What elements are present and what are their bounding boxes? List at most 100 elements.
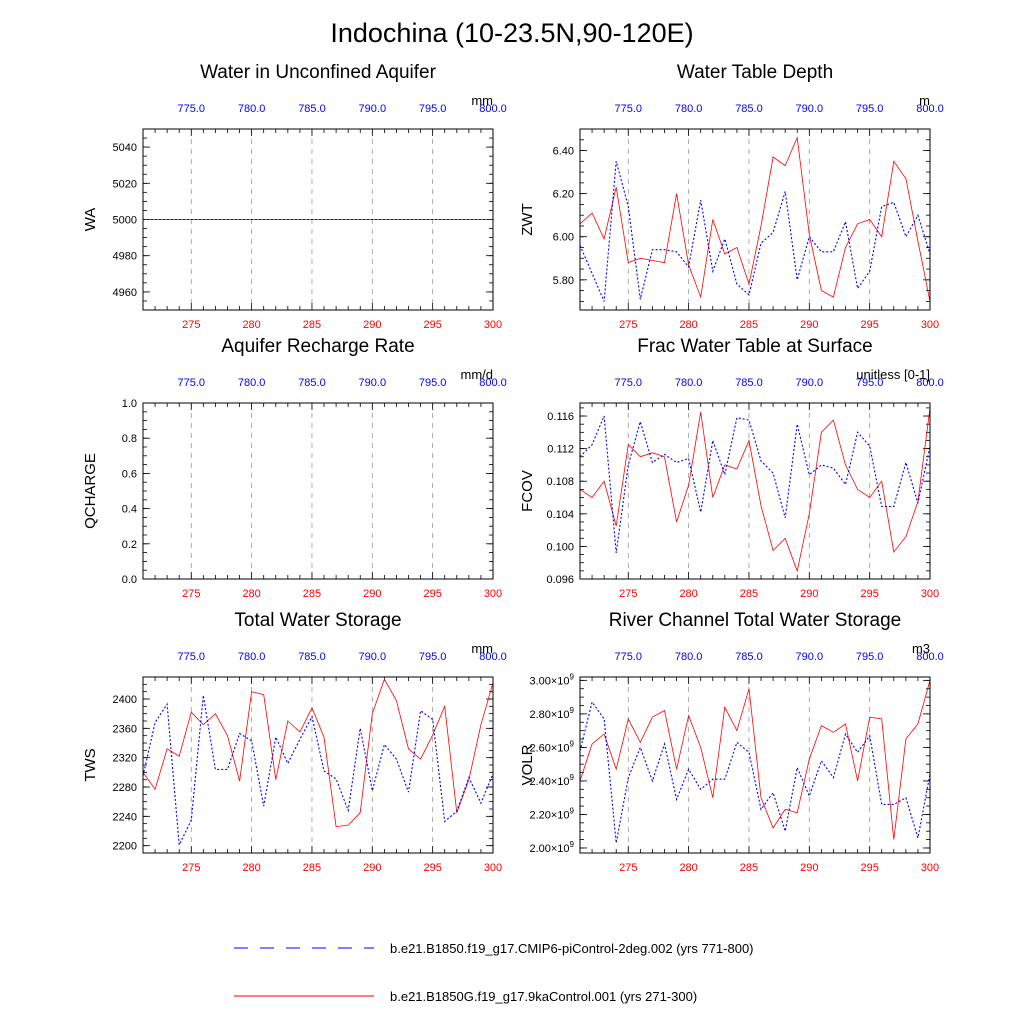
x-tick-label-top: 775.0	[615, 103, 643, 115]
x-tick-label-bottom: 290	[363, 588, 381, 600]
x-tick-label-top: 795.0	[856, 377, 884, 389]
y-tick-label: 0.116	[547, 411, 574, 423]
x-tick-label-top: 800.0	[479, 103, 507, 115]
x-tick-label-top: 780.0	[675, 103, 703, 115]
x-tick-label-top: 780.0	[675, 377, 703, 389]
panel-title: Water in Unconfined Aquifer	[200, 62, 437, 83]
panel-title: Water Table Depth	[677, 62, 833, 83]
x-tick-label-top: 795.0	[856, 651, 884, 663]
x-tick-label-top: 775.0	[615, 651, 643, 663]
x-tick-label-top: 795.0	[419, 103, 447, 115]
units-label: mm	[471, 93, 493, 108]
x-tick-label-bottom: 280	[679, 588, 697, 600]
y-tick-label: 6.00	[553, 232, 574, 244]
x-tick-label-top: 775.0	[178, 651, 206, 663]
x-tick-label-bottom: 295	[423, 588, 441, 600]
x-tick-label-top: 775.0	[178, 377, 206, 389]
y-tick-label: 1.0	[122, 398, 137, 410]
y-tick-label: 2.20×109	[529, 806, 574, 821]
x-tick-label-bottom: 290	[363, 319, 381, 331]
x-tick-label-bottom: 285	[740, 319, 758, 331]
x-tick-label-bottom: 290	[363, 862, 381, 874]
panel-2: Aquifer Recharge Rate mm/d QCHARGE 275 280 28…	[82, 336, 507, 600]
x-tick-label-bottom: 275	[619, 862, 637, 874]
units-label: mm	[471, 641, 493, 656]
x-tick-label-top: 800.0	[916, 377, 944, 389]
units-label: m3	[912, 641, 930, 656]
x-tick-label-bottom: 300	[484, 862, 502, 874]
y-tick-label: 3.00×109	[529, 672, 574, 687]
x-tick-label-top: 785.0	[735, 651, 763, 663]
y-tick-label: 0.096	[546, 574, 574, 586]
plot-frame	[142, 676, 494, 854]
x-tick-label-bottom: 285	[740, 588, 758, 600]
x-tick-label-bottom: 285	[740, 862, 758, 874]
x-tick-label-bottom: 300	[921, 319, 939, 331]
plot-frame	[579, 676, 931, 854]
legend-label-red: b.e21.B1850G.f19_g17.9kaControl.001 (yrs…	[390, 989, 697, 1004]
y-tick-label: 6.40	[553, 146, 574, 158]
y-tick-label: 4980	[113, 251, 137, 263]
plot-frame	[142, 128, 494, 311]
y-tick-label: 2240	[113, 811, 137, 823]
y-tick-label: 5.80	[553, 275, 574, 287]
y-axis-label: TWS	[82, 748, 99, 781]
x-tick-label-bottom: 295	[860, 319, 878, 331]
series-line-blue	[142, 695, 494, 847]
x-tick-label-bottom: 275	[182, 588, 200, 600]
y-tick-label: 0.108	[546, 476, 574, 488]
figure-title: Indochina (10-23.5N,90-120E)	[330, 18, 693, 48]
plot-frame	[579, 402, 931, 580]
x-tick-label-top: 790.0	[796, 103, 824, 115]
x-tick-label-bottom: 295	[423, 862, 441, 874]
series-line-red	[579, 680, 931, 840]
y-tick-label: 0.2	[122, 539, 137, 551]
x-tick-label-top: 800.0	[916, 103, 944, 115]
x-tick-label-top: 800.0	[916, 651, 944, 663]
y-tick-label: 0.112	[547, 444, 574, 456]
x-tick-label-bottom: 280	[679, 319, 697, 331]
y-tick-label: 5020	[113, 178, 137, 190]
y-tick-label: 5040	[113, 142, 137, 154]
y-tick-label: 0.6	[122, 468, 137, 480]
units-label: m	[919, 93, 930, 108]
y-tick-label: 2.60×109	[529, 739, 574, 754]
x-tick-label-top: 790.0	[359, 103, 387, 115]
x-tick-label-top: 775.0	[178, 103, 206, 115]
y-tick-label: 4960	[113, 287, 137, 299]
y-axis-label: QCHARGE	[82, 453, 99, 529]
panel-5: River Channel Total Water Storagem3VOLR2…	[519, 610, 944, 874]
series-line-red	[142, 678, 494, 828]
x-tick-label-bottom: 295	[423, 319, 441, 331]
x-tick-label-bottom: 290	[800, 588, 818, 600]
y-tick-label: 2.00×109	[529, 840, 574, 855]
series-line-blue	[579, 700, 931, 844]
y-tick-label: 2280	[113, 782, 137, 794]
x-tick-label-top: 780.0	[675, 651, 703, 663]
y-tick-label: 2400	[113, 694, 137, 706]
series-line-red	[579, 407, 931, 573]
panel-4: Total Water Storage mm TWS 275 280 285 290 295 3…	[82, 610, 507, 874]
plot-frame	[142, 402, 494, 580]
y-tick-label: 0.8	[122, 433, 137, 445]
x-tick-label-bottom: 285	[303, 588, 321, 600]
panel-1: Water Table Depth m ZWT 275 280 285 290 295 300 7…	[519, 62, 944, 331]
x-tick-label-top: 790.0	[359, 651, 387, 663]
panel-title: River Channel Total Water Storage	[609, 610, 902, 631]
x-tick-label-top: 795.0	[856, 103, 884, 115]
x-tick-label-bottom: 285	[303, 319, 321, 331]
x-tick-label-bottom: 280	[242, 862, 260, 874]
y-tick-label: 2320	[113, 753, 137, 765]
y-tick-label: 0.0	[122, 574, 137, 586]
x-tick-label-top: 790.0	[796, 651, 824, 663]
legend-label-blue: b.e21.B1850.f19_g17.CMIP6-piControl-2deg…	[390, 941, 754, 956]
x-tick-label-bottom: 300	[921, 588, 939, 600]
x-tick-label-bottom: 300	[484, 319, 502, 331]
x-tick-label-bottom: 280	[242, 319, 260, 331]
x-tick-label-bottom: 300	[921, 862, 939, 874]
x-tick-label-top: 785.0	[735, 103, 763, 115]
series-line-blue	[579, 415, 931, 553]
y-axis-label: WA	[82, 208, 99, 232]
panel-3: Frac Water Table at Surface unitless [0-1…	[519, 336, 944, 600]
